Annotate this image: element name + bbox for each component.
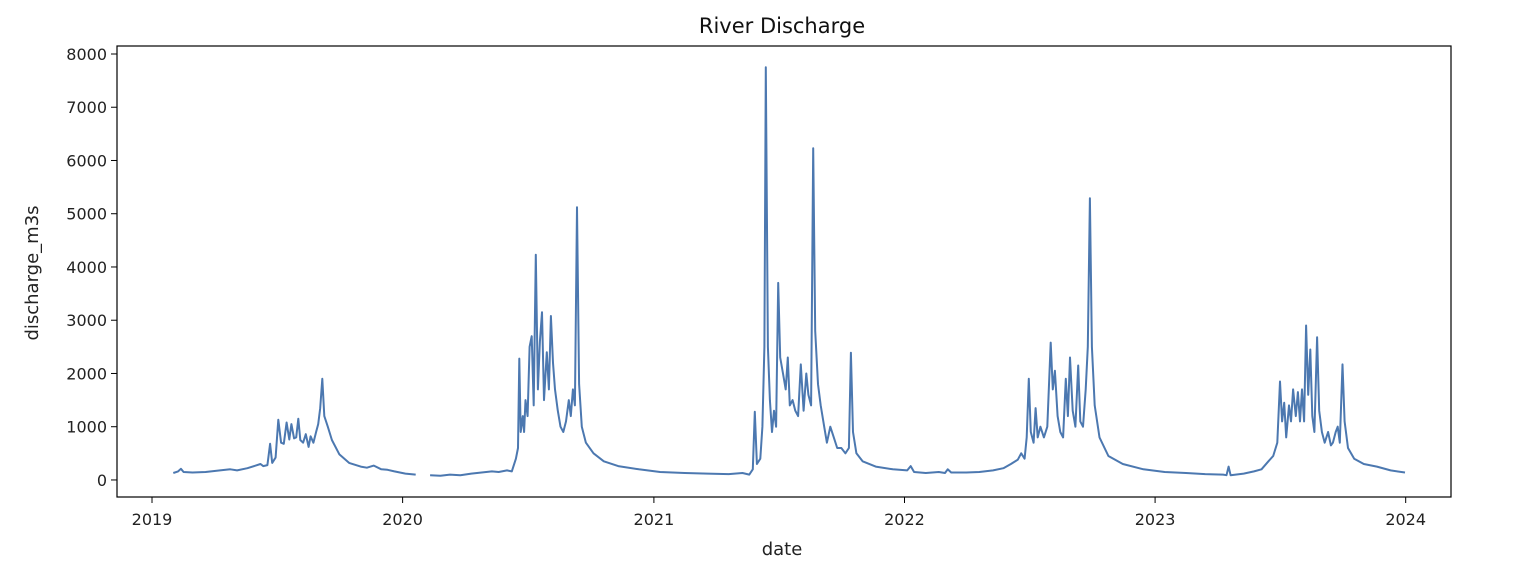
y-tick-label: 7000 <box>66 98 107 117</box>
y-tick-label: 3000 <box>66 311 107 330</box>
series-layer <box>172 66 1406 477</box>
series-line <box>172 377 416 476</box>
x-axis-label: date <box>762 539 803 560</box>
series-line <box>430 66 1406 477</box>
x-tick-label: 2021 <box>634 510 675 529</box>
x-axis-ticks: 2019 2020 2021 2022 2023 2024 <box>132 497 1426 529</box>
chart-title: River Discharge <box>699 14 865 38</box>
x-tick-label: 2020 <box>382 510 423 529</box>
y-tick-label: 0 <box>97 471 107 490</box>
y-tick-label: 1000 <box>66 418 107 437</box>
plot-frame <box>116 45 1452 498</box>
y-axis-ticks: 0 1000 2000 3000 4000 5000 6000 7000 8000 <box>66 45 117 490</box>
y-tick-label: 4000 <box>66 258 107 277</box>
y-axis-label: discharge_m3s <box>22 205 43 340</box>
y-tick-label: 2000 <box>66 364 107 383</box>
y-tick-label: 8000 <box>66 45 107 64</box>
y-tick-label: 6000 <box>66 151 107 170</box>
x-tick-label: 2024 <box>1385 510 1426 529</box>
y-tick-label: 5000 <box>66 205 107 224</box>
x-tick-label: 2019 <box>132 510 173 529</box>
x-tick-label: 2022 <box>884 510 925 529</box>
x-tick-label: 2023 <box>1135 510 1176 529</box>
